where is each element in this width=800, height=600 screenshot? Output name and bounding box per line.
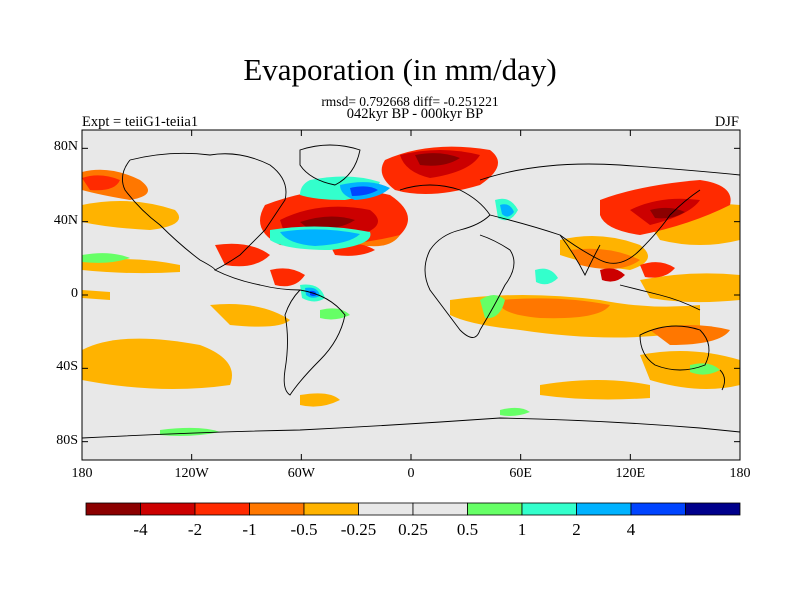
- lat-tick-label: 80S: [56, 432, 78, 448]
- lat-tick-label: 40N: [53, 212, 78, 228]
- colorbar-swatch: [249, 502, 305, 516]
- colorbar: [85, 502, 741, 516]
- colorbar-label: -0.25: [340, 520, 377, 539]
- colorbar-swatch: [194, 502, 250, 516]
- lat-tick-label: 0: [71, 286, 78, 301]
- period-subtitle: 042kyr BP - 000kyr BP: [346, 106, 484, 122]
- anomaly-fields: [82, 144, 740, 439]
- colorbar-label: 1: [517, 520, 527, 539]
- colorbar-label: 0.5: [456, 520, 479, 539]
- colorbar-label: -2: [187, 520, 203, 539]
- colorbar-label: -4: [133, 520, 148, 539]
- experiment-label: Expt = teiiG1-teiia1: [82, 114, 199, 130]
- colorbar-label: 2: [572, 520, 581, 539]
- colorbar-swatch: [303, 502, 359, 516]
- season-label: DJF: [714, 114, 739, 130]
- colorbar-label: -1: [242, 520, 257, 539]
- colorbar-swatch: [685, 502, 741, 516]
- axis-ticks: [81, 130, 741, 460]
- lat-tick-label: 80N: [53, 139, 78, 155]
- colorbar-swatch: [467, 502, 523, 516]
- colorbar-label: -0.5: [290, 520, 318, 539]
- colorbar-swatch: [85, 502, 141, 516]
- lon-tick-label: 180: [729, 466, 751, 481]
- lon-tick-label: 60W: [287, 466, 315, 481]
- colorbar-swatch: [358, 502, 414, 516]
- map-title: Evaporation (in mm/day): [243, 52, 557, 87]
- colorbar-label: 0.25: [398, 520, 428, 539]
- lon-tick-label: 60E: [509, 466, 532, 481]
- lat-tick-label: 40S: [56, 359, 78, 375]
- colorbar-label: 4: [626, 520, 636, 539]
- lon-tick-label: 120E: [615, 466, 646, 481]
- colorbar-swatch: [521, 502, 577, 516]
- colorbar-swatch: [576, 502, 632, 516]
- stats-subtitle: rmsd= 0.792668 diff= -0.251221: [321, 94, 499, 109]
- colorbar-swatch: [140, 502, 196, 516]
- colorbar-swatch: [630, 502, 686, 516]
- lon-tick-label: 0: [407, 466, 415, 481]
- colorbar-swatch: [412, 502, 468, 516]
- lon-tick-label: 180: [71, 466, 93, 481]
- lon-tick-label: 120W: [174, 466, 209, 481]
